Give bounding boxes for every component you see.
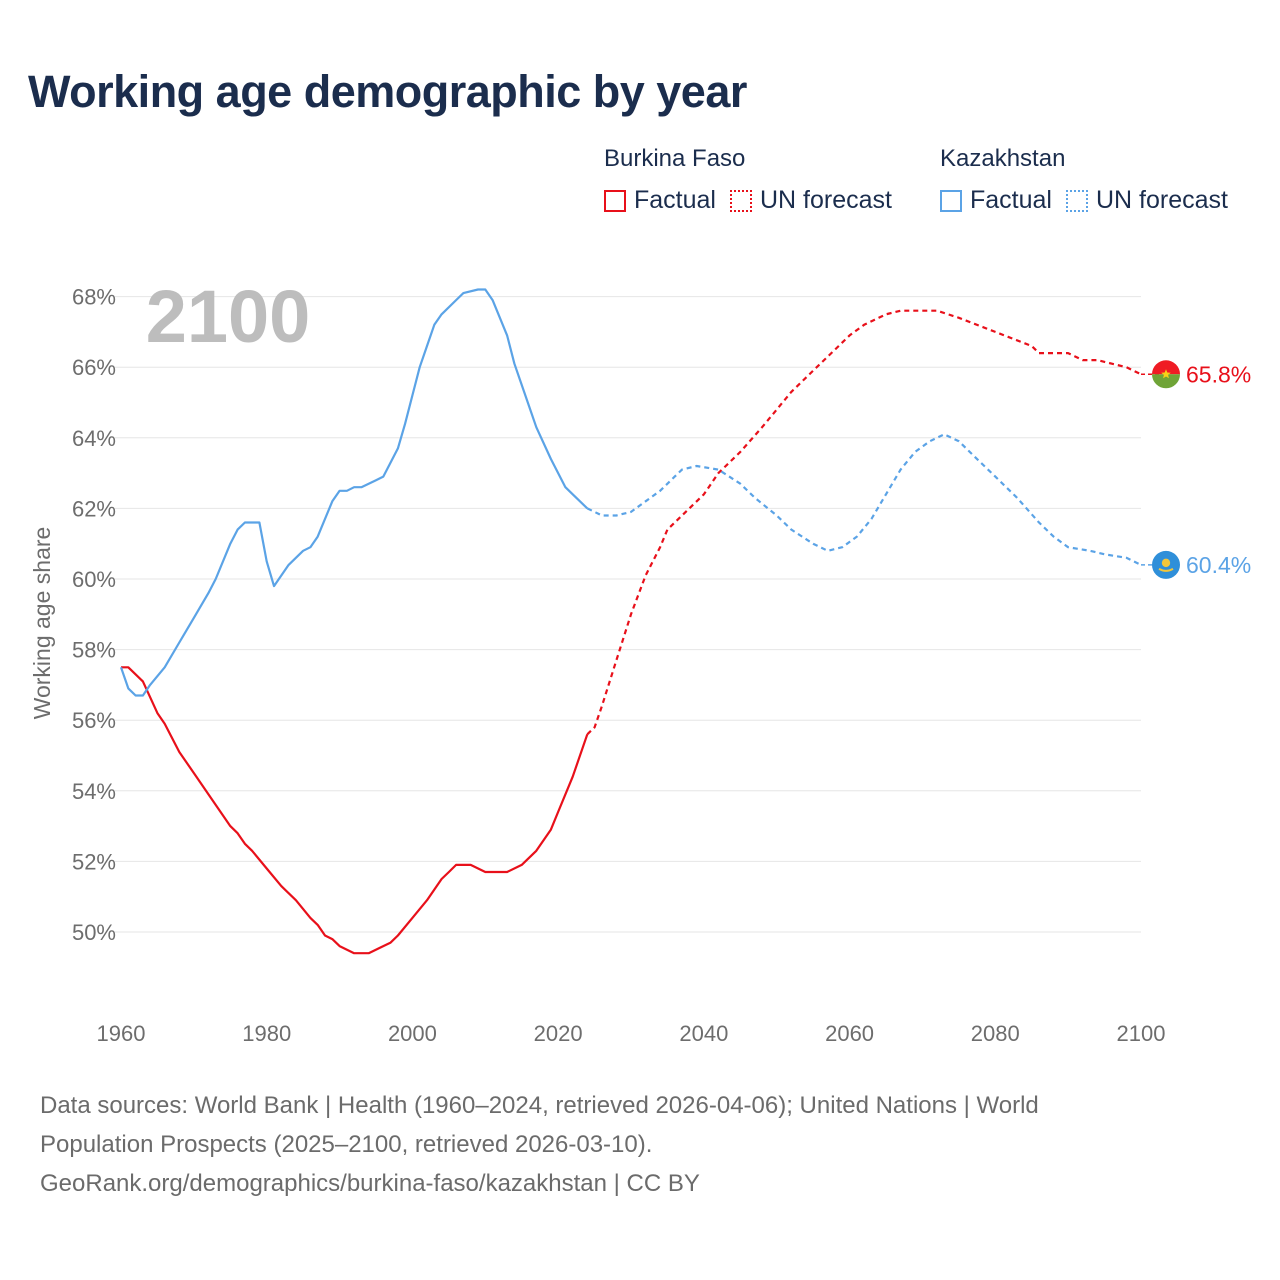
y-tick-label: 52% bbox=[72, 849, 116, 874]
x-tick-label: 2060 bbox=[825, 1021, 874, 1046]
legend-item-label: UN forecast bbox=[1095, 186, 1228, 214]
factual-swatch-icon bbox=[940, 189, 962, 212]
x-tick-label: 1980 bbox=[242, 1021, 291, 1046]
series-line-forecast bbox=[586, 433, 1142, 566]
legend-item-label: Factual bbox=[970, 186, 1052, 214]
chart-title: Working age demographic by year bbox=[28, 66, 747, 117]
legend-item-label: Factual bbox=[634, 186, 716, 214]
y-tick-label: 50% bbox=[72, 920, 116, 945]
sources-line: Population Prospects (2025–2100, retriev… bbox=[40, 1131, 653, 1158]
y-tick-label: 58% bbox=[72, 638, 116, 663]
legend-country-label: Kazakhstan bbox=[940, 145, 1066, 172]
year-display: 2100 bbox=[146, 275, 311, 358]
sources-line: Data sources: World Bank | Health (1960–… bbox=[40, 1092, 1039, 1119]
x-tick-label: 2000 bbox=[388, 1021, 437, 1046]
legend-item-factual[interactable]: Factual bbox=[604, 186, 716, 215]
series-line-factual bbox=[121, 666, 589, 955]
x-tick-label: 2040 bbox=[679, 1021, 728, 1046]
y-tick-label: 56% bbox=[72, 708, 116, 733]
kazakhstan-flag-icon bbox=[1152, 550, 1180, 579]
sources-line: GeoRank.org/demographics/burkina-faso/ka… bbox=[40, 1170, 700, 1197]
line-chart: 50% 52% 54% 56% 58% 60% 62% 64% 66% 68% 1960 1980 2… bbox=[29, 275, 1251, 1046]
legend-group-burkina-faso: Burkina Faso Factual UN forecast bbox=[604, 144, 906, 215]
y-tick-label: 68% bbox=[72, 285, 116, 310]
x-tick-label: 2100 bbox=[1117, 1021, 1166, 1046]
legend-group-kazakhstan: Kazakhstan Factual UN forecast bbox=[940, 144, 1228, 215]
y-tick-label: 62% bbox=[72, 496, 116, 521]
x-tick-label: 2080 bbox=[971, 1021, 1020, 1046]
legend-item-forecast[interactable]: UN forecast bbox=[729, 186, 892, 215]
y-tick-label: 66% bbox=[72, 355, 116, 380]
x-tick-label: 2020 bbox=[534, 1021, 583, 1046]
forecast-swatch-icon bbox=[1065, 189, 1088, 212]
end-value-label: 65.8% bbox=[1186, 361, 1251, 387]
data-sources: Data sources: World Bank | Health (1960–… bbox=[40, 1086, 1240, 1203]
y-tick-label: 64% bbox=[72, 426, 116, 451]
y-tick-label: 60% bbox=[72, 567, 116, 592]
x-tick-label: 1960 bbox=[97, 1021, 146, 1046]
legend-item-forecast[interactable]: UN forecast bbox=[1065, 186, 1228, 215]
factual-swatch-icon bbox=[604, 189, 626, 212]
end-value-label: 60.4% bbox=[1186, 552, 1251, 578]
y-axis-label: Working age share bbox=[29, 527, 55, 720]
legend-country-label: Burkina Faso bbox=[604, 145, 746, 172]
legend-item-factual[interactable]: Factual bbox=[940, 186, 1052, 215]
y-tick-label: 54% bbox=[72, 779, 116, 804]
forecast-swatch-icon bbox=[729, 189, 752, 212]
series-line-forecast bbox=[586, 309, 1142, 736]
burkina-faso-flag-icon bbox=[1152, 360, 1181, 389]
series-line-factual bbox=[119, 288, 589, 697]
legend-item-label: UN forecast bbox=[759, 186, 892, 214]
